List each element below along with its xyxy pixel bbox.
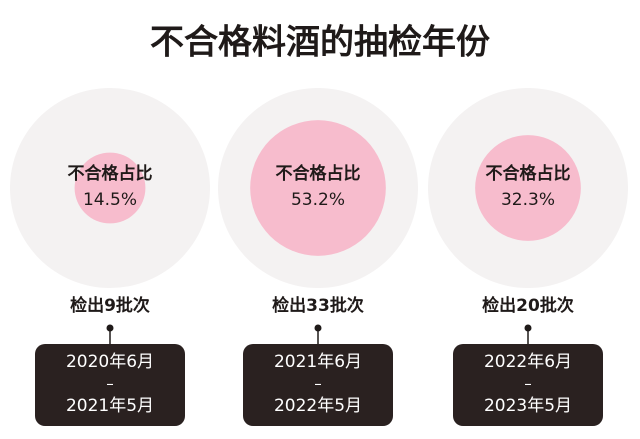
- period-box: [35, 344, 185, 426]
- bubble: [250, 120, 386, 256]
- bubble-label: 不合格占比: [486, 163, 571, 184]
- period-separator: –: [314, 375, 322, 393]
- category-label: 检出20批次: [482, 295, 574, 316]
- bubble-label: 不合格占比: [276, 163, 361, 184]
- value-label: 53.2%: [291, 190, 345, 210]
- period-separator: –: [524, 375, 532, 393]
- period-separator: –: [106, 375, 114, 393]
- period-start: 2020年6月: [66, 352, 154, 372]
- value-label: 14.5%: [83, 190, 137, 210]
- bubble: [74, 152, 146, 224]
- period-start: 2021年6月: [274, 352, 362, 372]
- period-end: 2021年5月: [66, 396, 154, 416]
- category-label: 检出9批次: [70, 295, 150, 316]
- period-start: 2022年6月: [484, 352, 572, 372]
- category-label: 检出33批次: [272, 295, 364, 316]
- chart-title: 不合格料酒的抽检年份: [150, 23, 490, 63]
- period-end: 2022年5月: [274, 396, 362, 416]
- period-box: [453, 344, 603, 426]
- period-box: [243, 344, 393, 426]
- bubble: [475, 135, 581, 241]
- bubble-label: 不合格占比: [68, 163, 153, 184]
- period-end: 2023年5月: [484, 396, 572, 416]
- value-label: 32.3%: [501, 190, 555, 210]
